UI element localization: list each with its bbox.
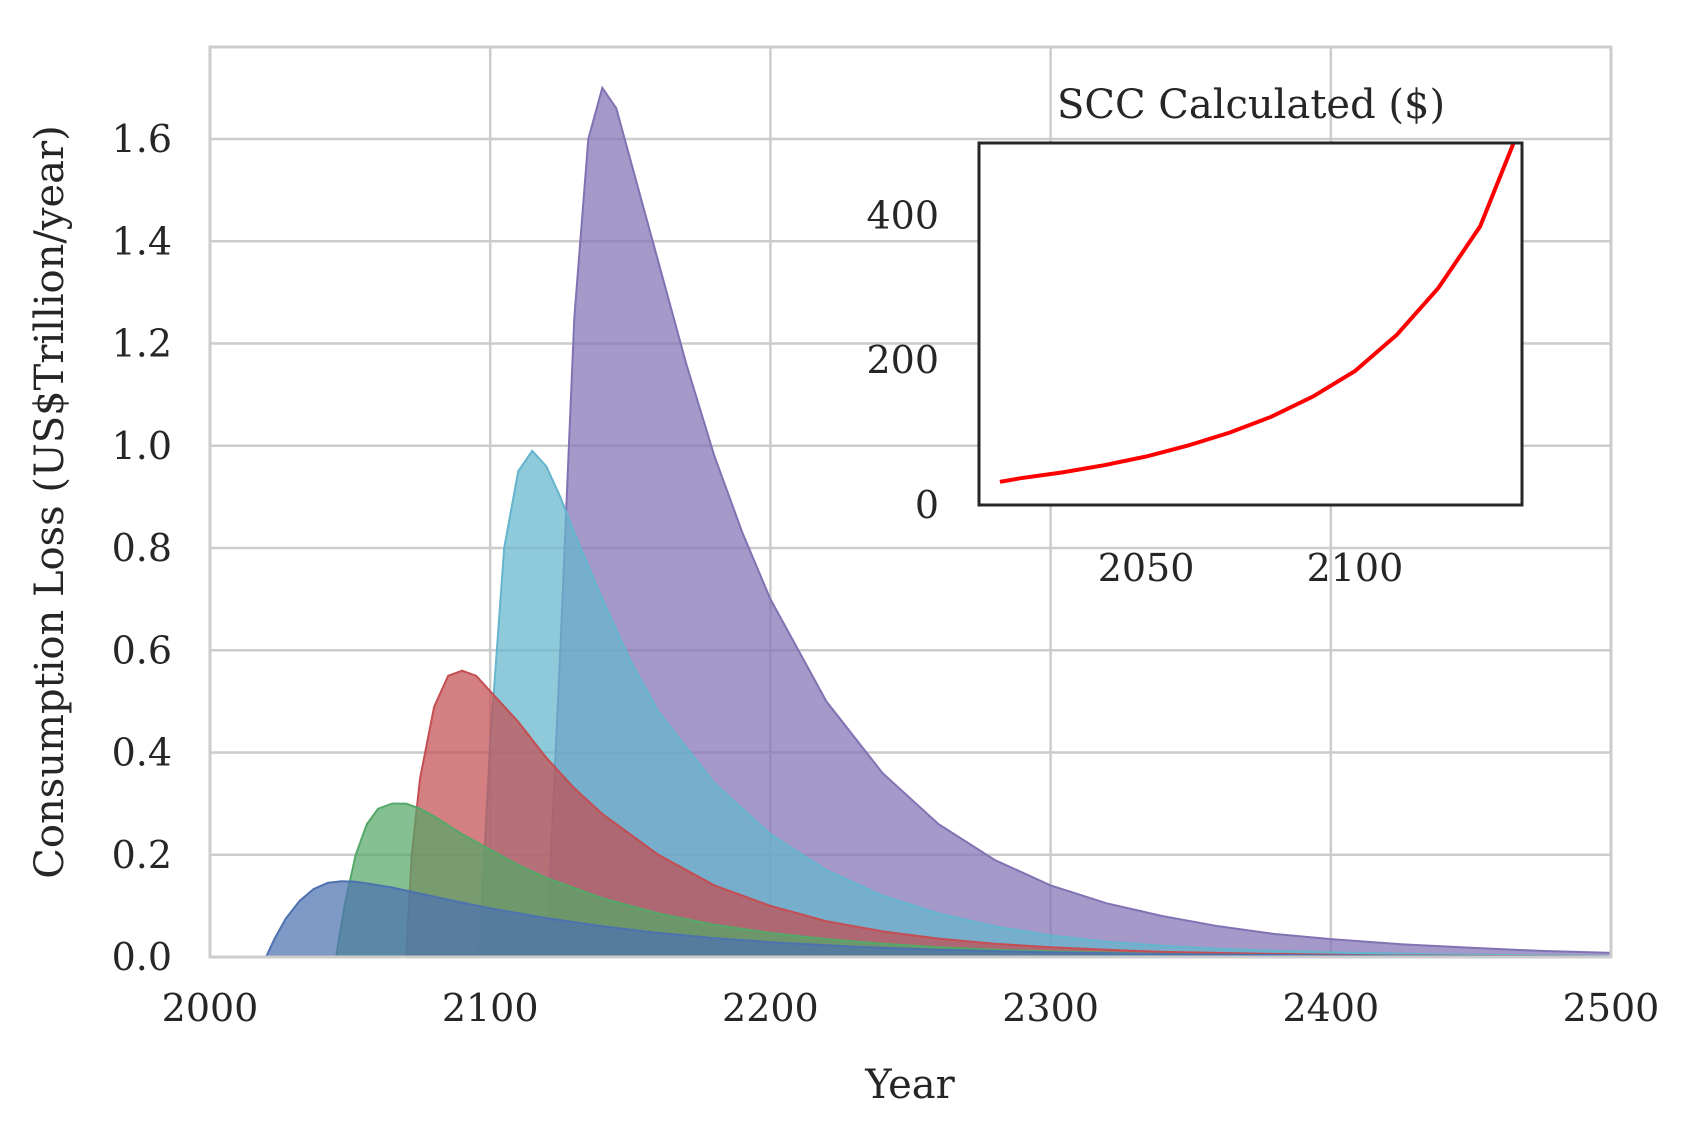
main-x-tick-label: 2300 [1002, 986, 1099, 1030]
inset-x-tick-label: 2050 [1098, 546, 1195, 590]
inset-title: SCC Calculated ($) [1057, 82, 1445, 128]
area-series-1 [545, 85, 1612, 958]
inset-y-tick-label: 400 [866, 193, 939, 237]
main-y-tick-label: 1.0 [112, 424, 172, 468]
inset-background [979, 143, 1522, 505]
area-series-2 [477, 449, 1612, 958]
inset-y-tick-label: 0 [915, 483, 939, 527]
main-x-tick-label: 2400 [1282, 986, 1379, 1030]
main-y-tick-label: 0.4 [112, 731, 172, 775]
area-series-5 [264, 880, 1612, 958]
main-y-axis-label: Consumption Loss (US$Trillion/year) [27, 125, 73, 878]
inset-chart: SCC Calculated ($) 2050 2100 0 200 400 [866, 82, 1524, 590]
main-y-tick-labels: 0.0 0.2 0.4 0.6 0.8 1.0 1.2 1.4 1.6 [112, 117, 172, 979]
main-x-tick-labels: 2000 2100 2200 2300 2400 2500 [162, 986, 1660, 1030]
main-y-tick-label: 0.0 [112, 935, 172, 979]
main-y-tick-label: 1.4 [112, 219, 172, 263]
main-y-tick-label: 0.2 [112, 833, 172, 877]
inset-plot-frame [977, 141, 1524, 507]
main-x-tick-label: 2500 [1563, 986, 1660, 1030]
inset-line-1 [999, 142, 1516, 484]
main-y-tick-label: 0.6 [112, 628, 172, 672]
main-x-tick-label: 2200 [722, 986, 819, 1030]
main-y-tick-label: 1.2 [112, 322, 172, 366]
inset-y-tick-label: 200 [866, 338, 939, 382]
main-area-series [264, 85, 1612, 958]
main-plot-frame [208, 45, 1613, 959]
inset-x-tick-labels: 2050 2100 [1098, 546, 1404, 590]
inset-y-tick-labels: 0 200 400 [866, 193, 939, 527]
main-y-tick-label: 1.6 [112, 117, 172, 161]
main-x-tick-label: 2100 [442, 986, 539, 1030]
main-x-tick-label: 2000 [162, 986, 259, 1030]
main-x-axis-label: Year [864, 1062, 955, 1108]
inset-x-tick-label: 2100 [1307, 546, 1404, 590]
inset-line-series [999, 142, 1516, 484]
main-y-tick-label: 0.8 [112, 526, 172, 570]
